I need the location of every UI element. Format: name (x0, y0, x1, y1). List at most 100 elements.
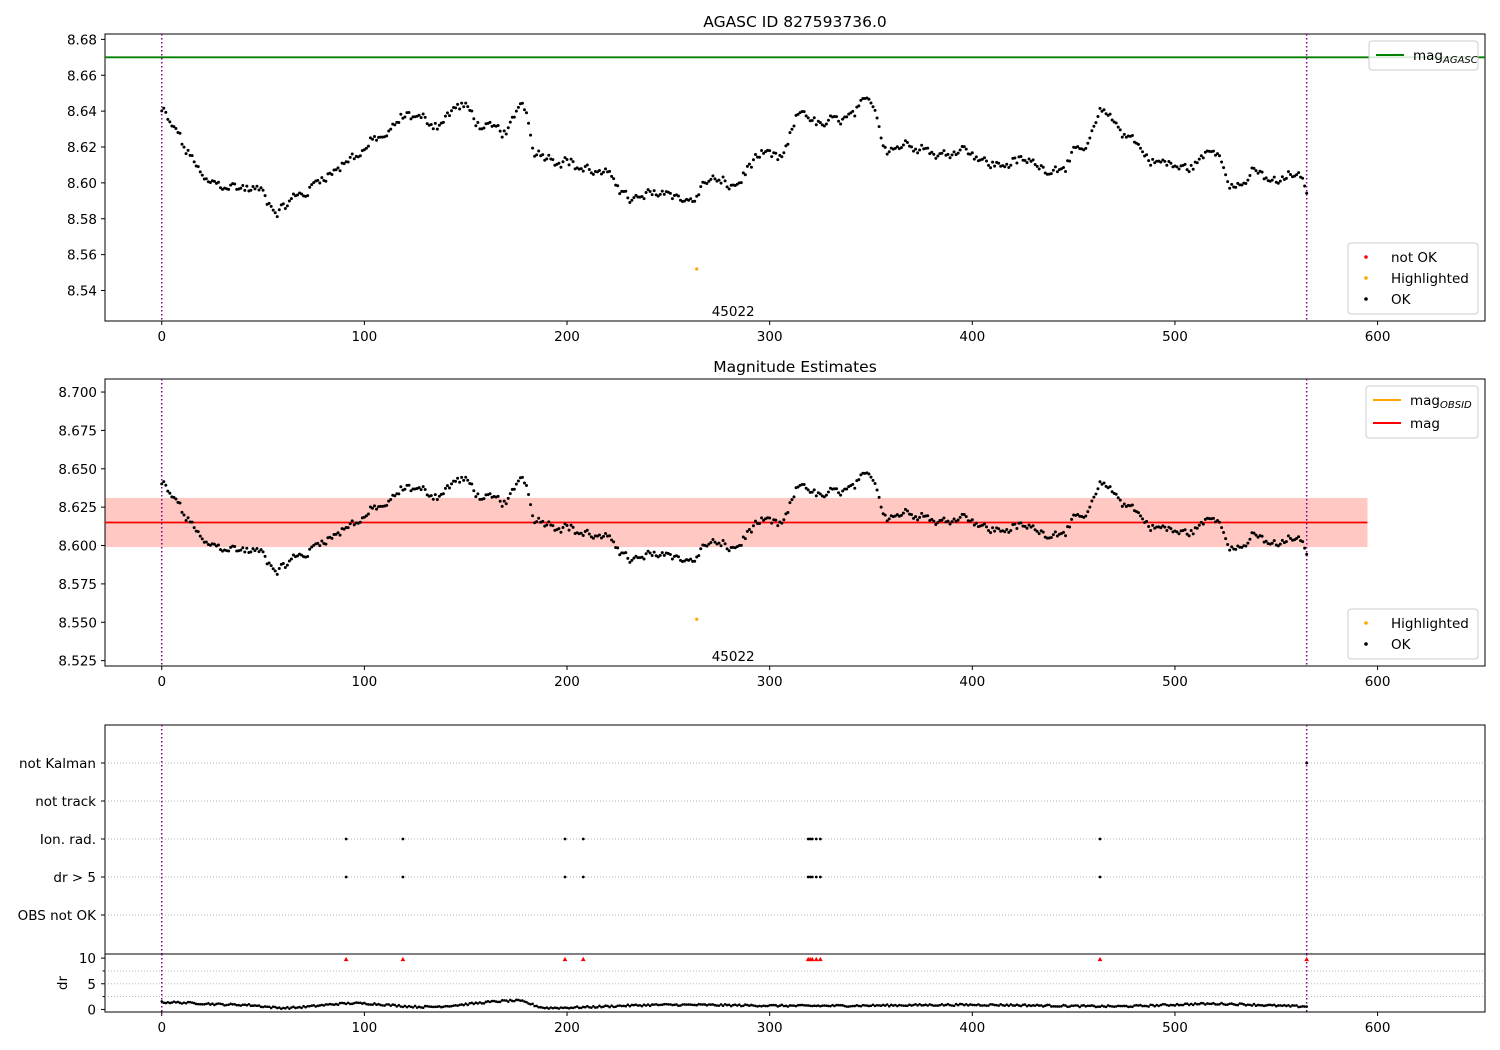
ok-point (464, 101, 468, 105)
ok-point (557, 161, 561, 165)
dr-point (1045, 1003, 1049, 1007)
dr-point (401, 1005, 405, 1009)
dr-point (1270, 1003, 1274, 1007)
dr-point (695, 1003, 699, 1007)
dr-point (1226, 1003, 1229, 1006)
ok-point (802, 110, 806, 114)
dr-point (1185, 1002, 1189, 1006)
ok-point (796, 112, 800, 116)
ok-point (1110, 490, 1114, 494)
ok-point (784, 144, 788, 148)
dr-point (326, 1003, 330, 1006)
ok-point (610, 538, 614, 542)
ok-point (984, 525, 988, 529)
ok-point (259, 548, 263, 552)
dr-point (215, 1002, 218, 1006)
dr-point (754, 1004, 757, 1008)
ok-point (537, 516, 541, 520)
dr-point (190, 1001, 194, 1004)
ok-point (512, 487, 516, 491)
dr-point (387, 1003, 391, 1006)
ok-point (1284, 540, 1288, 544)
ok-point (993, 529, 997, 533)
dr-point (774, 1003, 778, 1007)
dr-point (640, 1004, 644, 1008)
dr-point (419, 1006, 423, 1009)
dr-point (808, 1004, 812, 1008)
dr-point (1297, 1005, 1300, 1009)
dr-point (213, 1003, 216, 1007)
dr-point (806, 1004, 810, 1007)
dr-point (981, 1004, 984, 1007)
dr-point (1037, 1004, 1041, 1007)
dr-point (784, 1004, 788, 1008)
ok-point (1110, 118, 1114, 122)
ok-point (1068, 159, 1072, 163)
ok-point (824, 493, 828, 497)
ok-point (719, 544, 723, 548)
dr-point (725, 1003, 729, 1007)
dr-point (1167, 1004, 1171, 1007)
ok-point (387, 499, 391, 503)
ok-point (287, 199, 291, 203)
ok-point (869, 101, 873, 105)
dr-point (328, 1002, 332, 1006)
dr-point (182, 1001, 186, 1004)
ok-point (650, 193, 654, 197)
dr-point (373, 1002, 376, 1005)
dr-point (662, 1002, 666, 1006)
ok-point (1211, 149, 1215, 153)
dr-point (403, 1004, 407, 1008)
dr-point (1191, 1003, 1195, 1007)
dr-point (829, 1004, 832, 1008)
dr-point (602, 1005, 605, 1008)
dr-point (729, 1004, 733, 1008)
ok-point (618, 553, 622, 557)
ok-point (782, 518, 786, 522)
ok-point (1015, 526, 1019, 530)
ok-point (1108, 112, 1112, 116)
dr-point (338, 1001, 342, 1005)
dr-point (703, 1003, 707, 1006)
ok-point (445, 484, 449, 488)
dr-point (1050, 1005, 1053, 1008)
ok-point (839, 122, 843, 126)
dr-point (995, 1003, 998, 1007)
dr-point (910, 1004, 913, 1007)
dr-point (1175, 1002, 1179, 1006)
ok-point (569, 157, 573, 161)
ok-point (162, 480, 166, 484)
ok-point (296, 554, 300, 558)
ok-point (1165, 163, 1169, 167)
ok-point (857, 478, 861, 482)
dr-point (1303, 1005, 1306, 1008)
dr-point (853, 1004, 857, 1008)
ok-point (1009, 528, 1013, 532)
flag-point (401, 837, 405, 841)
ok-point (920, 143, 924, 147)
ok-point (565, 157, 569, 161)
ok-point (1303, 184, 1307, 188)
ok-point (198, 534, 202, 538)
ok-point (774, 151, 778, 155)
ok-point (660, 551, 664, 555)
ok-point (899, 513, 903, 517)
ok-point (879, 505, 883, 509)
ok-point (253, 187, 257, 191)
dr-point (172, 1000, 176, 1003)
ok-point (504, 502, 508, 506)
ok-point (393, 123, 397, 127)
dr-point (592, 1004, 595, 1008)
ok-point (693, 559, 697, 563)
dr-point (770, 1003, 773, 1007)
ok-point (648, 190, 652, 194)
ok-point (1116, 496, 1120, 500)
dr-point (346, 1001, 350, 1005)
ok-point (506, 126, 510, 130)
dr-point (261, 1005, 265, 1009)
dr-point (1151, 1003, 1154, 1007)
ok-point (699, 185, 703, 189)
dr-point (685, 1003, 688, 1006)
dr-point (431, 1005, 435, 1009)
ok-point (370, 137, 374, 141)
